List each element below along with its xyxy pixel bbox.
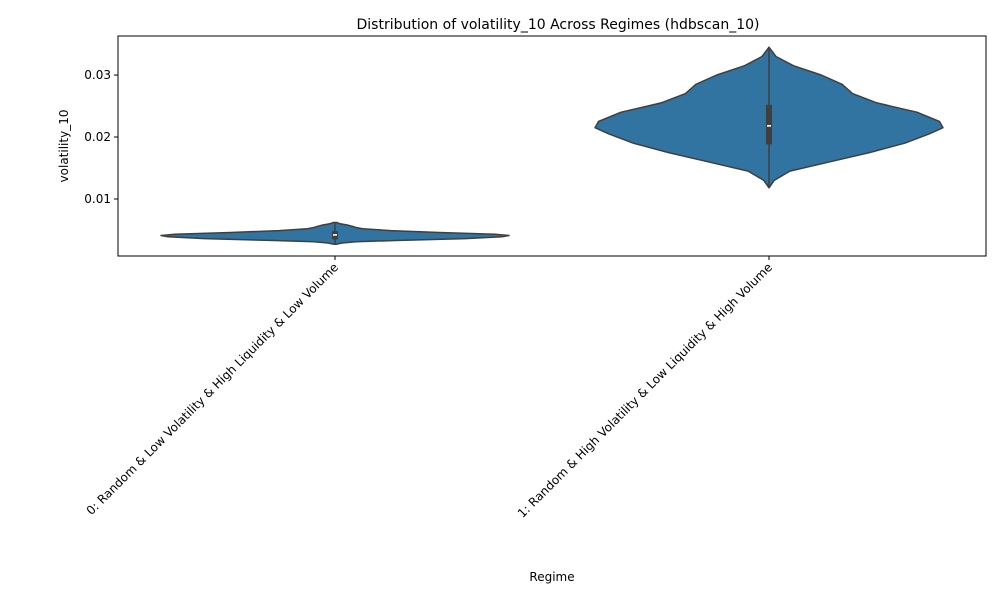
y-axis-label: volatility_10 <box>57 110 71 183</box>
y-tick-label: 0.03 <box>84 68 111 82</box>
y-axis: 0.01 0.02 0.03 <box>84 68 118 206</box>
y-tick-label: 0.02 <box>84 130 111 144</box>
x-tick-label: 0: Random & Low Volatility & High Liquid… <box>84 260 342 518</box>
plot-area <box>160 46 944 245</box>
chart-title: Distribution of volatility_10 Across Reg… <box>357 17 760 33</box>
x-axis-label: Regime <box>529 570 574 584</box>
x-tick-label: 1: Random & High Volatility & Low Liquid… <box>515 260 775 520</box>
axes-frame <box>117 35 987 257</box>
y-tick-label: 0.01 <box>84 192 111 206</box>
violin-iqr-box-1 <box>766 104 772 145</box>
x-axis: 0: Random & Low Volatility & High Liquid… <box>84 256 775 521</box>
